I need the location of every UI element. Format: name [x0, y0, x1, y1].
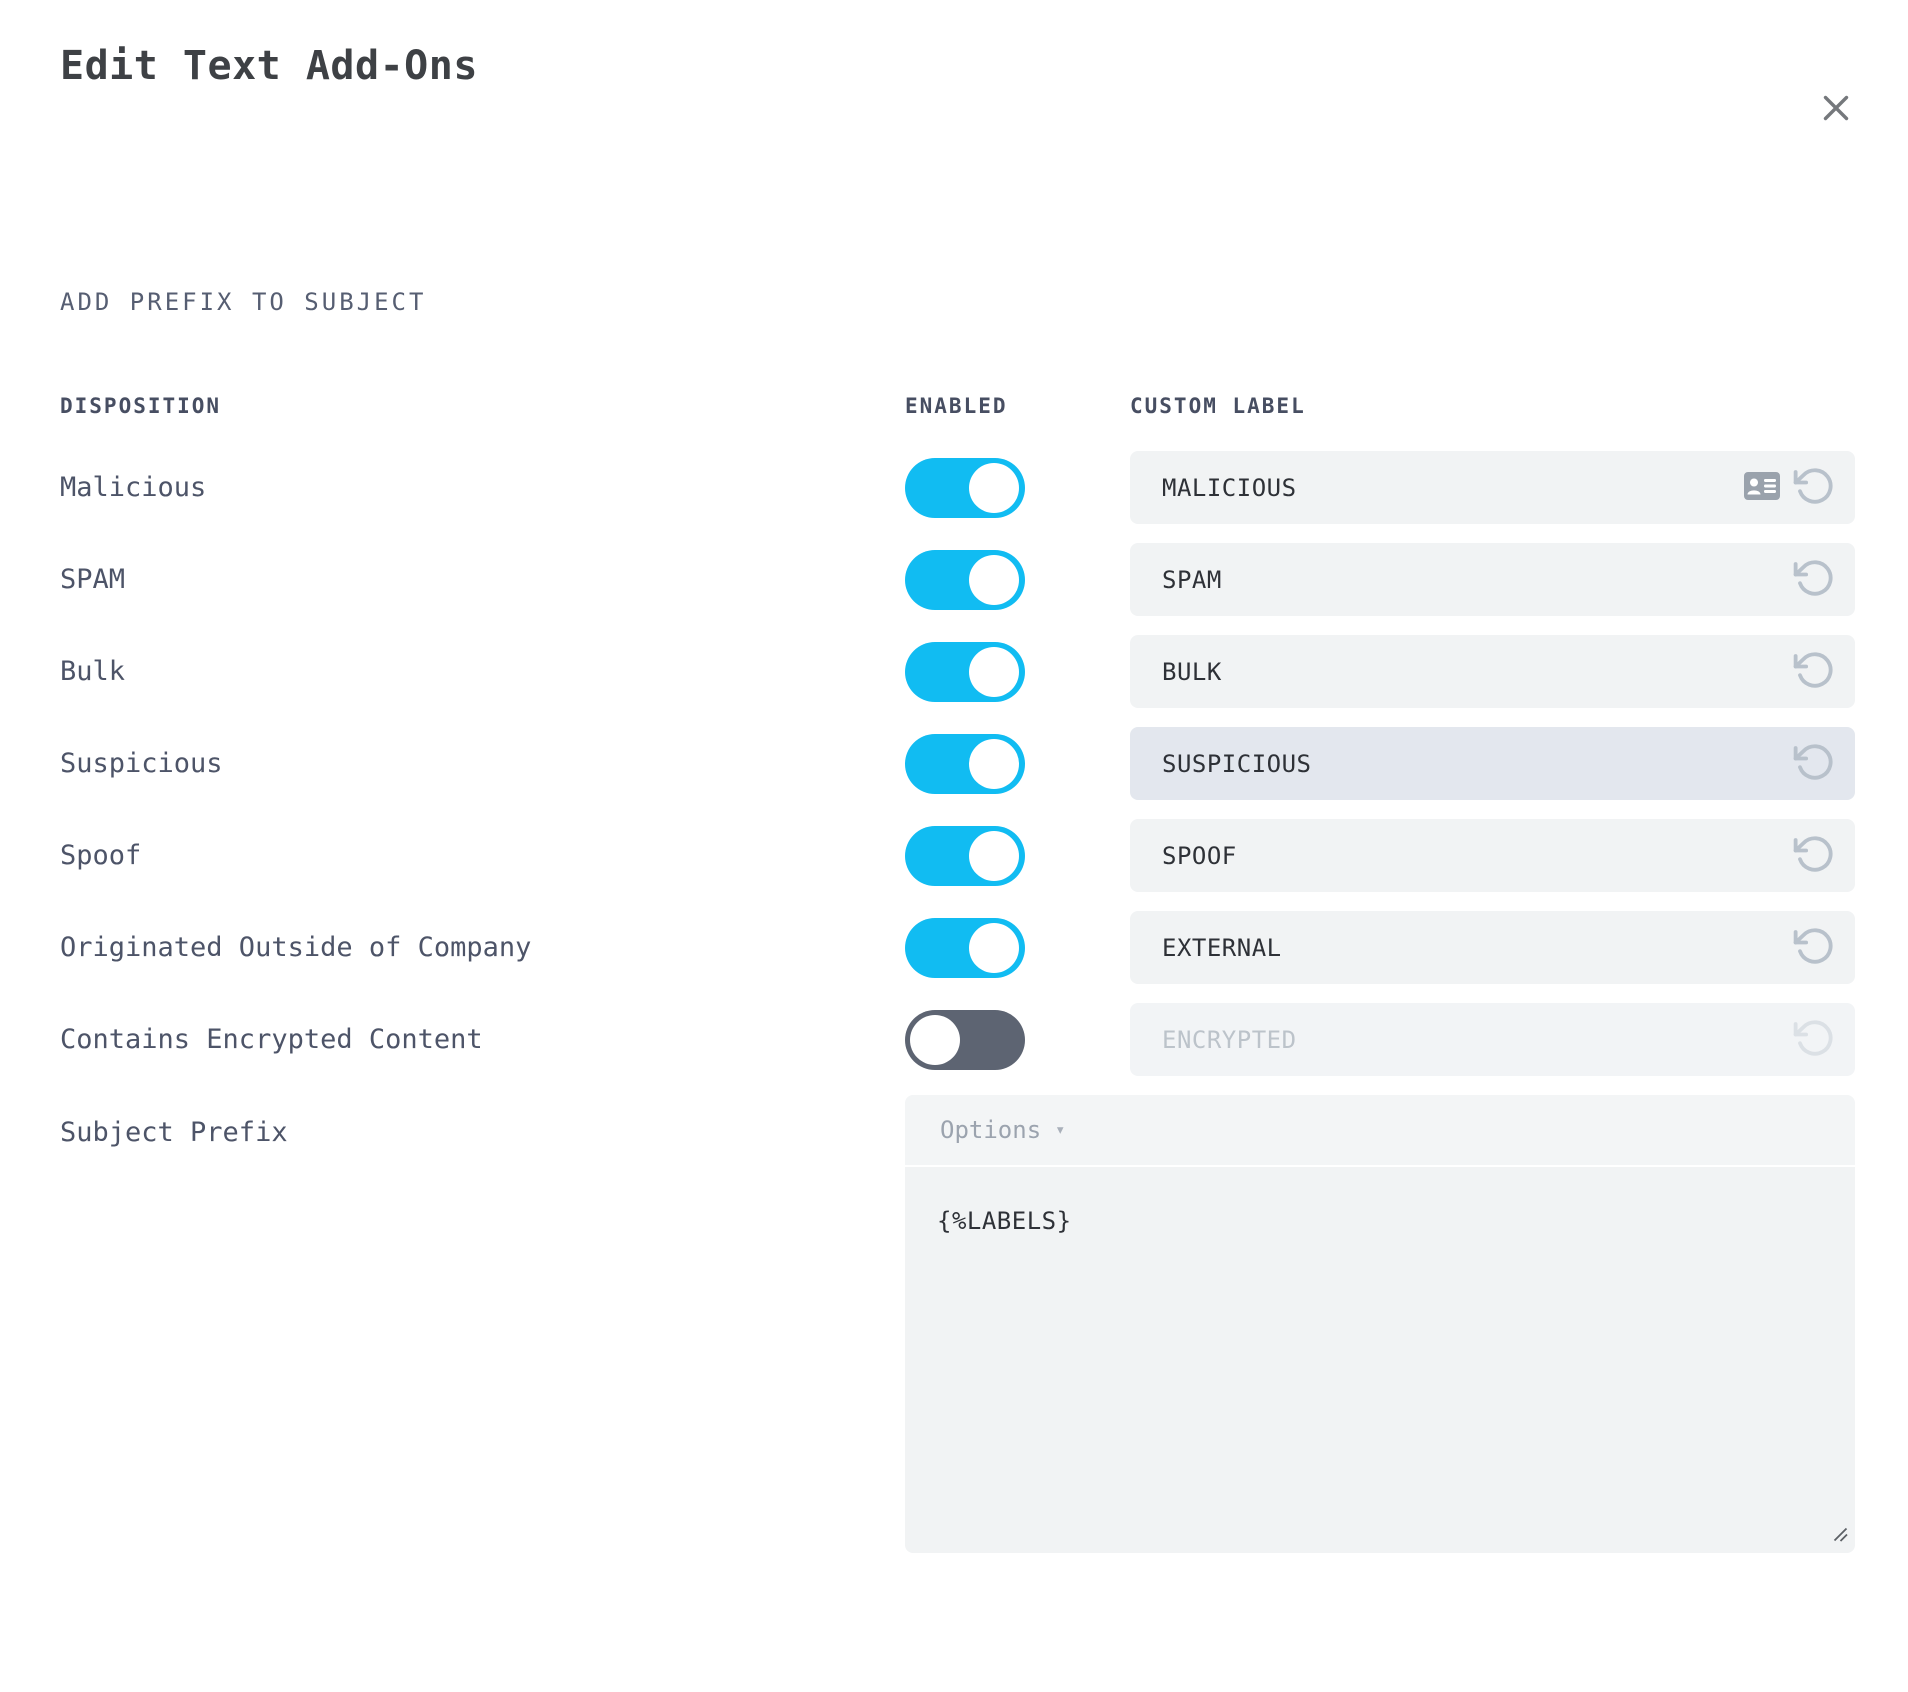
- reset-icon: [1793, 1019, 1833, 1056]
- enabled-toggle[interactable]: [905, 549, 1025, 610]
- disposition-label: Suspicious: [60, 748, 223, 779]
- enabled-toggle[interactable]: [905, 641, 1025, 702]
- toggle-knob: [969, 462, 1019, 513]
- reset-label-button[interactable]: [1793, 741, 1835, 787]
- options-dropdown[interactable]: Options ▾: [905, 1095, 1855, 1165]
- disposition-label: Bulk: [60, 656, 126, 687]
- toggle-knob: [969, 830, 1019, 881]
- resize-handle-icon[interactable]: [1831, 1525, 1849, 1547]
- column-header-disposition: DISPOSITION: [60, 394, 222, 418]
- reset-label-button[interactable]: [1793, 833, 1835, 879]
- custom-label-input[interactable]: [1130, 727, 1690, 800]
- custom-label-field: [1130, 635, 1855, 708]
- disposition-label: Contains Encrypted Content: [60, 1024, 483, 1055]
- reset-label-button: [1793, 1017, 1835, 1063]
- custom-label-input[interactable]: [1130, 911, 1690, 984]
- reset-label-button[interactable]: [1793, 557, 1835, 603]
- custom-label-input[interactable]: [1130, 451, 1690, 524]
- table-row-spoof: Spoof: [60, 819, 1855, 892]
- dialog-title: Edit Text Add-Ons: [60, 43, 478, 89]
- custom-label-input[interactable]: [1130, 635, 1690, 708]
- enabled-toggle[interactable]: [905, 733, 1025, 794]
- toggle-knob: [910, 1014, 960, 1065]
- enabled-toggle[interactable]: [905, 825, 1025, 886]
- close-button[interactable]: [1814, 86, 1858, 130]
- table-row-bulk: Bulk: [60, 635, 1855, 708]
- reset-icon: [1793, 467, 1833, 504]
- enabled-toggle[interactable]: [905, 457, 1025, 518]
- reset-icon: [1793, 743, 1833, 780]
- custom-label-field-disabled: [1130, 1003, 1855, 1076]
- toggle-knob: [969, 738, 1019, 789]
- toggle-knob: [969, 646, 1019, 697]
- enabled-toggle[interactable]: [905, 1009, 1025, 1070]
- custom-label-field: [1130, 543, 1855, 616]
- edit-text-addons-dialog: Edit Text Add-Ons ADD PREFIX TO SUBJECT …: [0, 42, 1908, 1692]
- reset-icon: [1793, 835, 1833, 872]
- column-header-custom-label: CUSTOM LABEL: [1130, 394, 1306, 418]
- column-header-enabled: ENABLED: [905, 394, 1008, 418]
- reset-icon: [1793, 559, 1833, 596]
- subject-prefix-editor: Options ▾ {%LABELS}: [905, 1095, 1855, 1553]
- custom-label-field: [1130, 819, 1855, 892]
- reset-label-button[interactable]: [1793, 465, 1835, 511]
- disposition-label: SPAM: [60, 564, 126, 595]
- disposition-table: Malicious: [60, 451, 1855, 1553]
- table-header-row: DISPOSITION ENABLED CUSTOM LABEL: [60, 394, 1855, 418]
- table-row-suspicious: Suspicious: [60, 727, 1855, 800]
- table-row-malicious: Malicious: [60, 451, 1855, 524]
- disposition-label: Originated Outside of Company: [60, 932, 532, 963]
- disposition-label: Malicious: [60, 472, 207, 503]
- reset-icon: [1793, 927, 1833, 964]
- contact-card-icon: [1743, 471, 1781, 505]
- subject-prefix-label: Subject Prefix: [60, 1117, 288, 1148]
- toggle-knob: [969, 554, 1019, 605]
- toggle-knob: [969, 922, 1019, 973]
- custom-label-field: [1130, 451, 1855, 524]
- close-icon: [1823, 95, 1849, 121]
- section-heading: ADD PREFIX TO SUBJECT: [60, 288, 427, 316]
- custom-label-input[interactable]: [1130, 819, 1690, 892]
- table-row-spam: SPAM: [60, 543, 1855, 616]
- enabled-toggle[interactable]: [905, 917, 1025, 978]
- dropdown-caret-icon: ▾: [1055, 1120, 1066, 1140]
- custom-label-field: [1130, 911, 1855, 984]
- options-dropdown-label: Options: [940, 1116, 1042, 1144]
- reset-label-button[interactable]: [1793, 925, 1835, 971]
- disposition-label: Spoof: [60, 840, 142, 871]
- table-row-encrypted: Contains Encrypted Content: [60, 1003, 1855, 1076]
- reset-icon: [1793, 651, 1833, 688]
- custom-label-input: [1130, 1003, 1690, 1076]
- subject-prefix-row: Subject Prefix Options ▾ {%LABELS}: [60, 1095, 1855, 1553]
- custom-label-input[interactable]: [1130, 543, 1690, 616]
- subject-prefix-textarea[interactable]: {%LABELS}: [905, 1167, 1855, 1553]
- custom-label-field-focused: [1130, 727, 1855, 800]
- reset-label-button[interactable]: [1793, 649, 1835, 695]
- table-row-external: Originated Outside of Company: [60, 911, 1855, 984]
